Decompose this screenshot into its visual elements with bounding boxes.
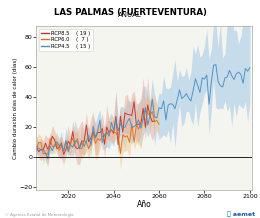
Legend: RCP8.5    ( 19 ), RCP6.0    (  7 ), RCP4.5    ( 15 ): RCP8.5 ( 19 ), RCP6.0 ( 7 ), RCP4.5 ( 15… <box>39 29 93 51</box>
Text: 🐦 aemet: 🐦 aemet <box>227 211 255 217</box>
X-axis label: Año: Año <box>137 200 152 209</box>
Text: LAS PALMAS (FUERTEVENTURA): LAS PALMAS (FUERTEVENTURA) <box>54 8 206 17</box>
Text: ANUAL: ANUAL <box>118 12 142 18</box>
Text: © Agencia Estatal de Meteorología: © Agencia Estatal de Meteorología <box>5 213 74 217</box>
Y-axis label: Cambio duración olas de calor (días): Cambio duración olas de calor (días) <box>12 57 18 159</box>
